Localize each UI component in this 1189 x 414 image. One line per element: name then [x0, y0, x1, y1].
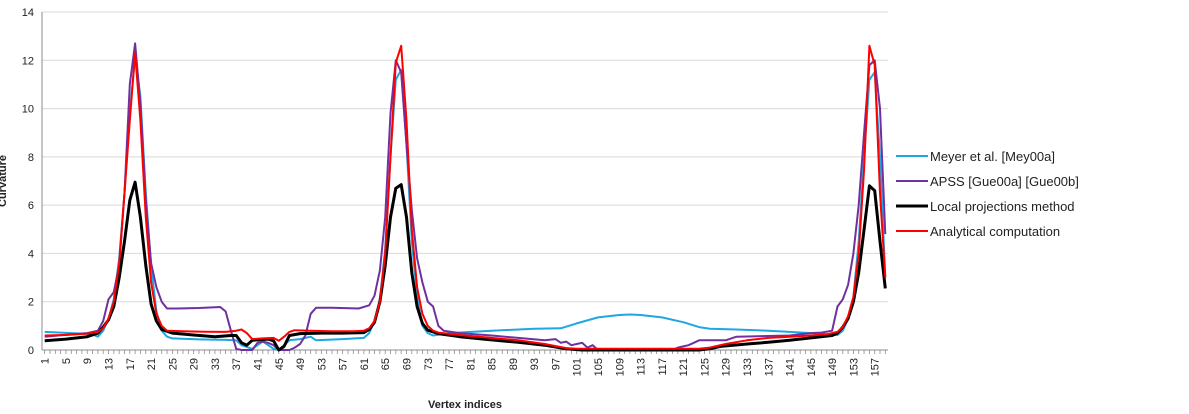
y-tick-label: 0: [28, 345, 34, 357]
x-tick-label: 105: [593, 358, 605, 376]
x-tick-labels: 1 5 9 13 17 21 25 29 33 37 41 45 49 53 57 61 65 69 73 77 81 8…: [40, 350, 886, 376]
y-tick-label: 14: [22, 7, 34, 19]
x-tick-label: 69: [401, 358, 413, 370]
legend: Meyer et al. [Mey00a] APSS [Gue00a] [Gue0…: [896, 149, 1079, 239]
x-tick-label: 109: [614, 358, 626, 376]
x-tick-label: 53: [316, 358, 328, 370]
x-tick-label: 21: [146, 358, 158, 370]
y-axis-label: Curvature: [0, 155, 9, 207]
x-tick-label: 125: [699, 358, 711, 376]
x-tick-label: 65: [380, 358, 392, 370]
x-tick-label: 141: [785, 358, 797, 376]
y-tick-label: 6: [28, 200, 34, 212]
x-tick-label: 57: [338, 358, 350, 370]
x-tick-label: 93: [529, 358, 541, 370]
legend-label: Meyer et al. [Mey00a]: [930, 149, 1055, 164]
x-tick-label: 81: [465, 358, 477, 370]
x-tick-label: 89: [508, 358, 520, 370]
series-line-3: [44, 180, 887, 352]
series-line-1: [44, 54, 887, 351]
series-line-2: [44, 42, 887, 351]
axes: [41, 12, 888, 351]
x-tick-label: 157: [870, 358, 882, 376]
x-tick-label: 117: [657, 358, 669, 376]
x-tick-label: 145: [806, 358, 818, 376]
y-tick-label: 12: [22, 55, 34, 67]
x-tick-label: 1: [40, 358, 52, 364]
x-tick-label: 113: [636, 358, 648, 376]
gridlines: [42, 11, 888, 351]
x-tick-label: 77: [444, 358, 456, 370]
x-tick-label: 97: [550, 358, 562, 370]
x-tick-label: 37: [231, 358, 243, 370]
x-tick-label: 129: [721, 358, 733, 376]
x-tick-label: 149: [827, 358, 839, 376]
x-tick-label: 41: [252, 358, 264, 370]
x-tick-label: 17: [125, 358, 137, 370]
x-tick-label: 73: [423, 358, 435, 370]
y-tick-label: 8: [28, 152, 34, 164]
x-tick-label: 137: [763, 358, 775, 376]
x-tick-label: 13: [104, 358, 116, 370]
series-lines: [44, 42, 887, 352]
x-tick-label: 133: [742, 358, 754, 376]
series-line-4: [44, 44, 887, 350]
legend-label: Local projections method: [930, 199, 1075, 214]
x-tick-label: 9: [82, 358, 94, 364]
x-tick-label: 61: [359, 358, 371, 370]
legend-label: Analytical computation: [930, 224, 1060, 239]
x-tick-label: 49: [295, 358, 307, 370]
x-tick-label: 25: [167, 358, 179, 370]
x-tick-label: 153: [848, 358, 860, 376]
x-tick-label: 85: [487, 358, 499, 370]
x-tick-label: 101: [572, 358, 584, 376]
y-tick-label: 4: [28, 248, 34, 260]
y-tick-labels: 0 2 4 6 8 10 12 14: [22, 7, 34, 357]
legend-label: APSS [Gue00a] [Gue00b]: [930, 174, 1079, 189]
x-tick-label: 33: [210, 358, 222, 370]
y-tick-label: 2: [28, 297, 34, 309]
y-tick-label: 10: [22, 104, 34, 116]
x-axis-label: Vertex indices: [428, 399, 502, 411]
x-tick-label: 45: [274, 358, 286, 370]
x-tick-label: 29: [189, 358, 201, 370]
x-tick-label: 121: [678, 358, 690, 376]
x-tick-label: 5: [61, 358, 73, 364]
